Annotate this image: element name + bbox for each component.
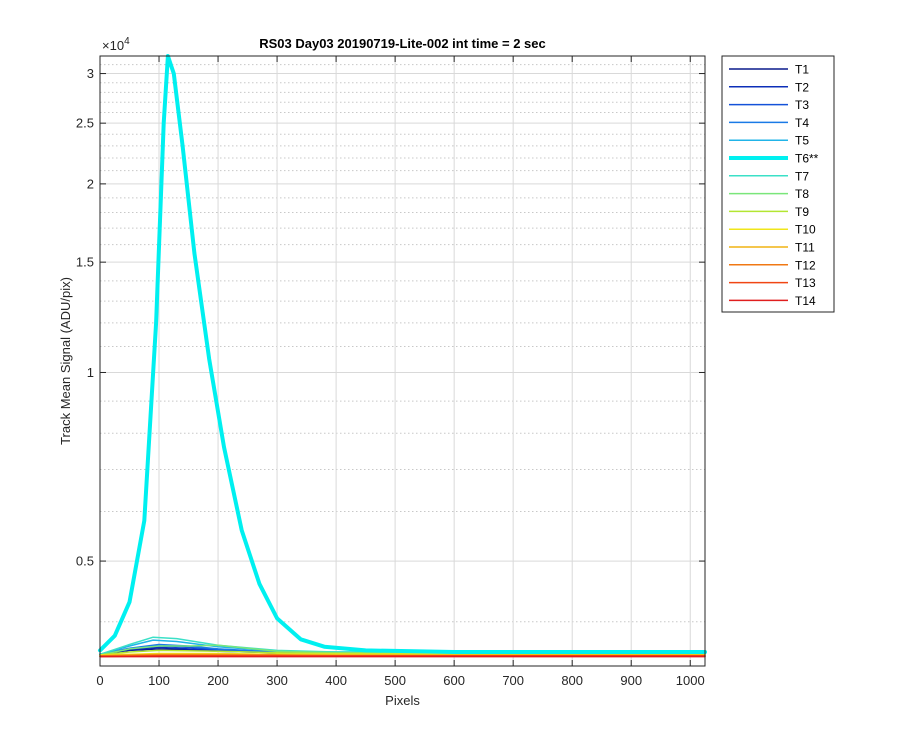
y-tick-label: 2.5: [76, 116, 94, 131]
legend-label: T1: [795, 63, 809, 77]
x-tick-label: 300: [266, 673, 288, 688]
legend-label: T10: [795, 223, 816, 237]
x-tick-label: 900: [620, 673, 642, 688]
axis-ticks: 0 100 200 300 400 500 600 700 800 900 1000 0.5 1 1.5 2…: [76, 56, 705, 688]
legend-label: T4: [795, 116, 809, 130]
legend-box: [721, 55, 835, 313]
legend: T1 T2 T3 T4 T5 T6** T7 T8 T9 T10 T11 T12 T13 T14: [721, 55, 835, 313]
x-tick-label: 400: [325, 673, 347, 688]
x-tick-label: 500: [384, 673, 406, 688]
legend-label: T5: [795, 134, 809, 148]
x-tick-label: 200: [207, 673, 229, 688]
x-tick-label: 0: [96, 673, 103, 688]
legend-label: T3: [795, 98, 809, 112]
series-lines: [98, 54, 707, 658]
x-tick-label: 800: [561, 673, 583, 688]
y-axis-exponent: ×104: [102, 36, 130, 53]
x-tick-label: 700: [502, 673, 524, 688]
legend-label: T9: [795, 205, 809, 219]
legend-label: T11: [795, 241, 815, 255]
y-tick-label: 2: [87, 176, 94, 191]
axes-frame: [99, 55, 706, 667]
x-tick-label: 100: [148, 673, 170, 688]
series-line-t6: [98, 54, 707, 654]
y-tick-label: 1.5: [76, 255, 94, 270]
legend-label: T2: [795, 80, 809, 94]
series-line-t13: [99, 655, 706, 658]
y-exponent-power: 4: [124, 36, 130, 47]
x-tick-label: 1000: [676, 673, 705, 688]
legend-label: T6**: [795, 152, 819, 166]
x-tick-label: 600: [443, 673, 465, 688]
legend-label: T14: [795, 294, 816, 308]
y-axis-label: Track Mean Signal (ADU/pix): [58, 277, 73, 445]
x-axis-label: Pixels: [385, 693, 420, 708]
y-exponent-base: ×10: [102, 38, 124, 53]
legend-label: T12: [795, 258, 816, 272]
y-tick-label: 1: [87, 365, 94, 380]
legend-label: T7: [795, 169, 809, 183]
plot-area: [100, 56, 705, 666]
legend-label: T8: [795, 187, 809, 201]
y-tick-label: 3: [87, 66, 94, 81]
chart-title: RS03 Day03 20190719-Lite-002 int time = …: [259, 36, 546, 51]
y-tick-label: 0.5: [76, 554, 94, 569]
legend-label: T13: [795, 276, 816, 290]
